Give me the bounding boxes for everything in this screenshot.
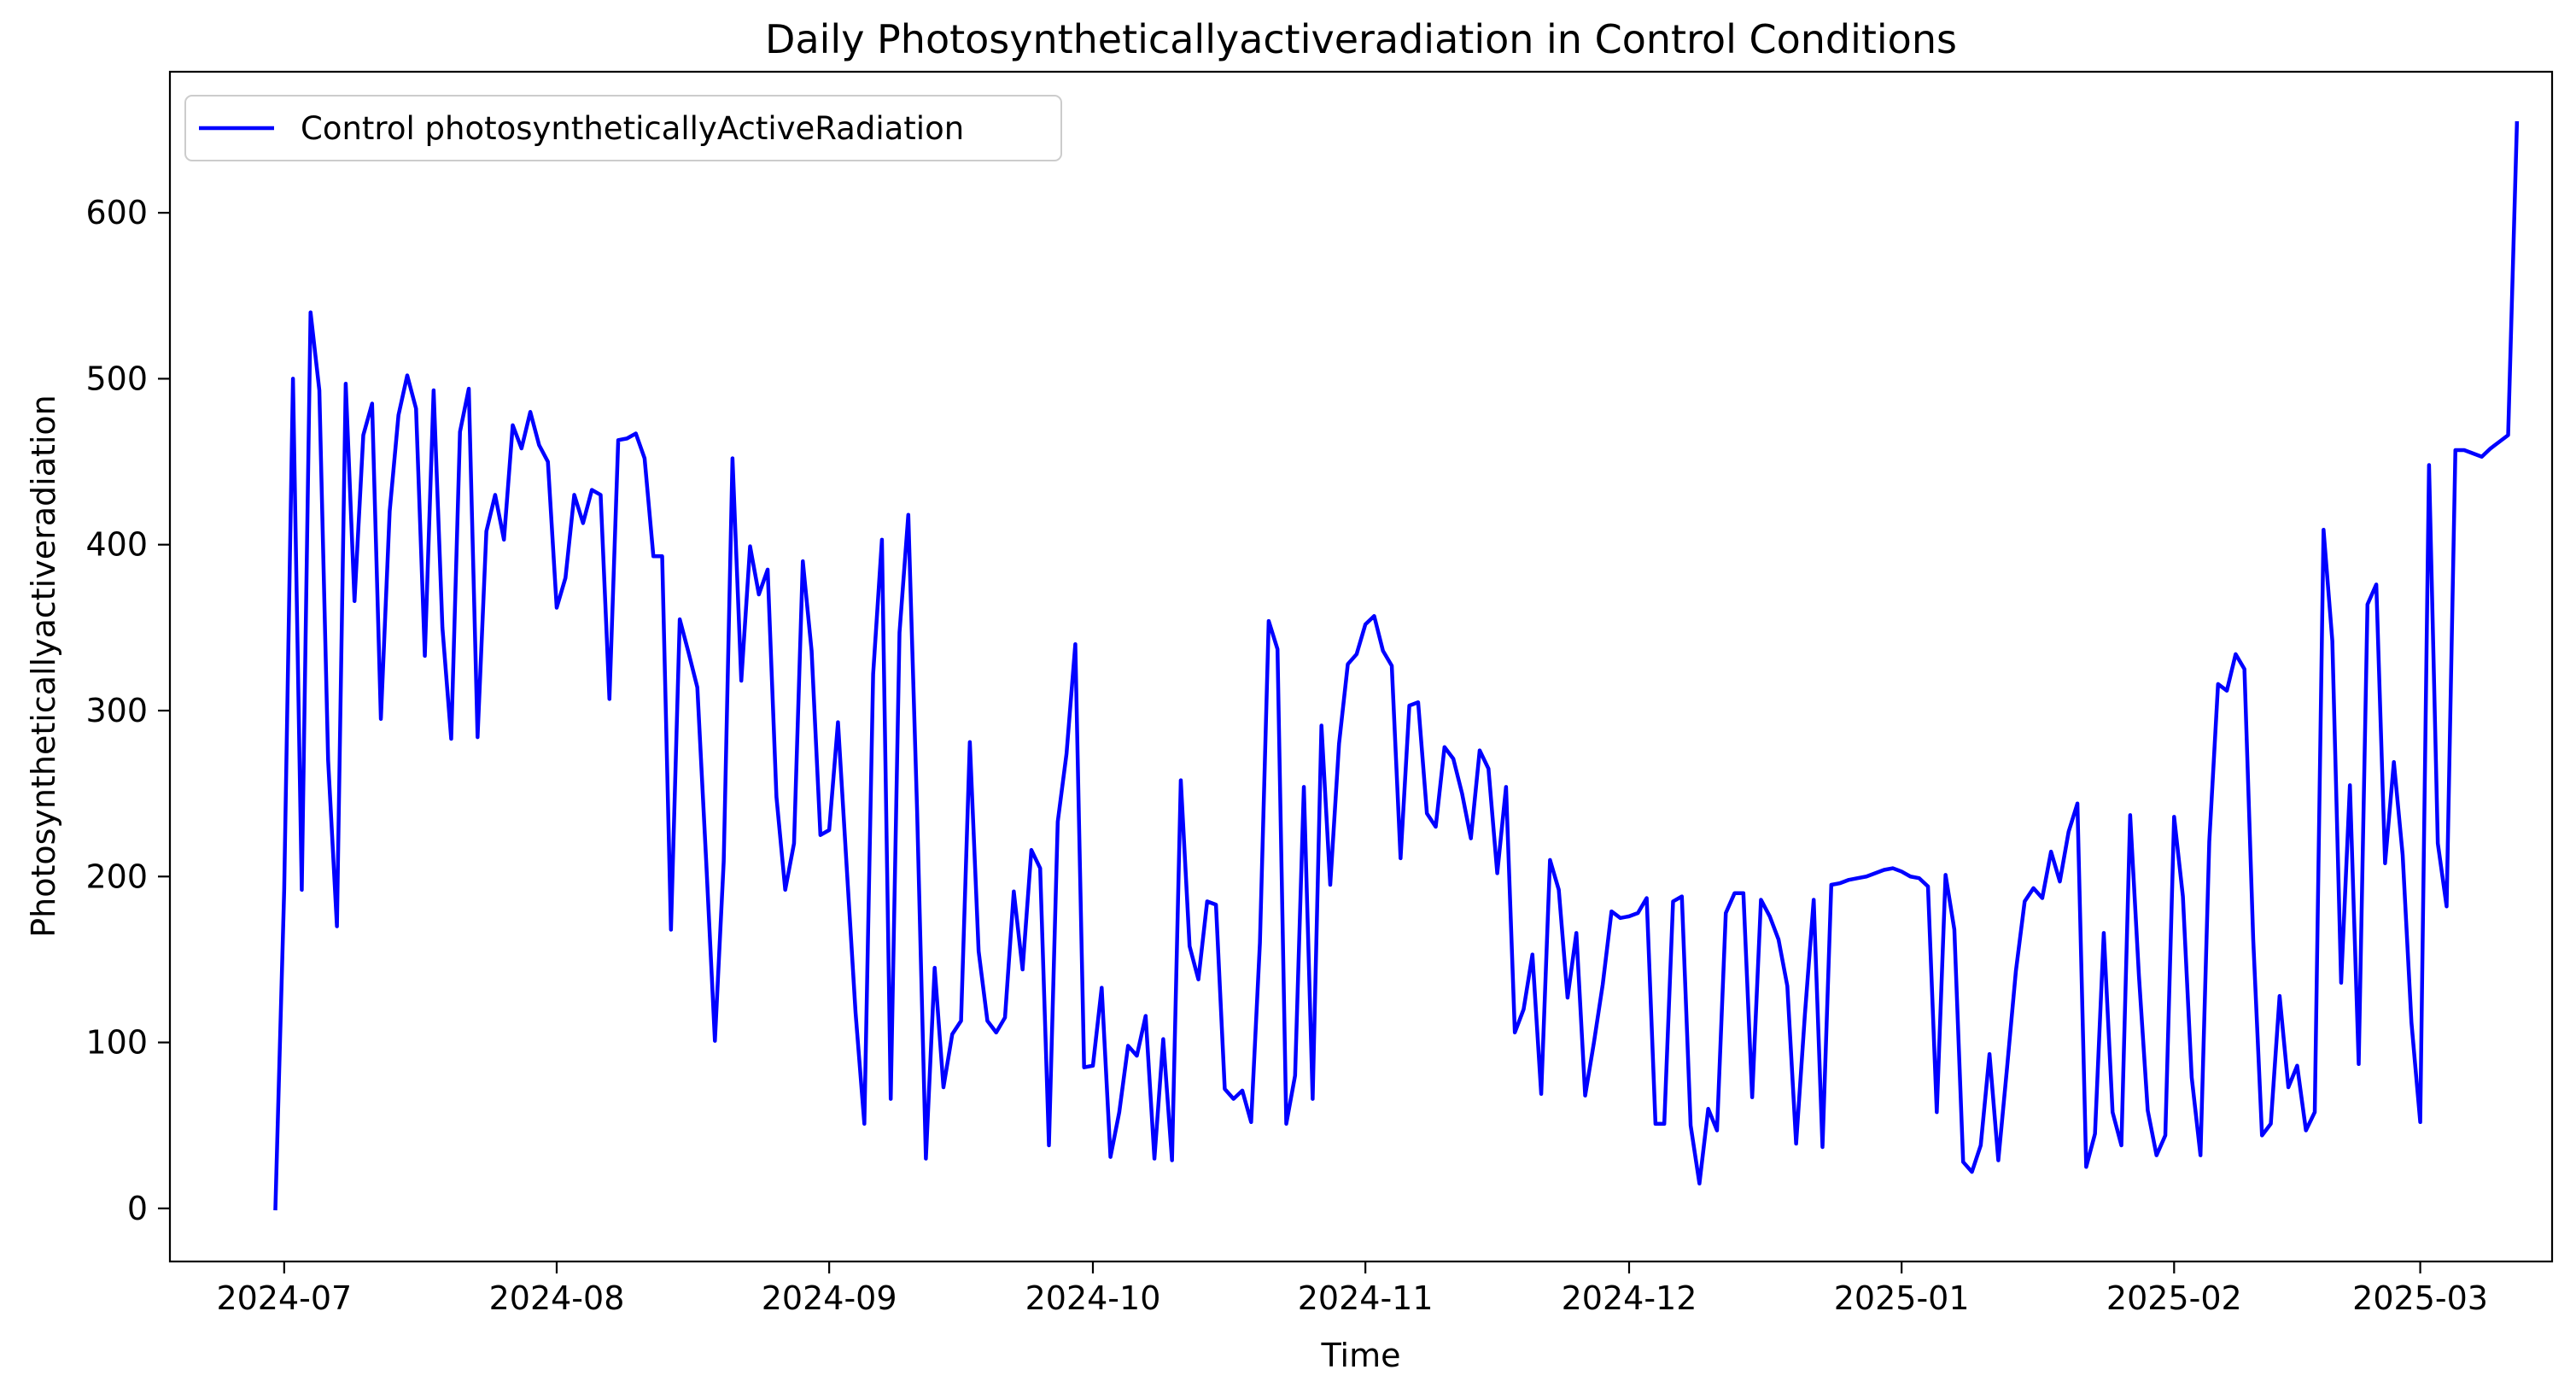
x-tick-label: 2024-09	[762, 1279, 897, 1317]
x-tick-label: 2025-02	[2106, 1279, 2242, 1317]
legend-entry-label: Control photosyntheticallyActiveRadiatio…	[301, 110, 964, 147]
chart-title: Daily Photosyntheticallyactiveradiation …	[765, 16, 1957, 62]
y-axis: 0 100 200 300 400 500 600	[85, 194, 170, 1227]
plot-area: 2024-07 2024-08 2024-09 2024-10 2024-11 2024-…	[85, 70, 2554, 1317]
y-tick-label: 0	[127, 1190, 148, 1227]
y-tick-label: 100	[85, 1024, 148, 1062]
x-axis-label: Time	[1321, 1337, 1401, 1374]
x-axis: 2024-07 2024-08 2024-09 2024-10 2024-11 2024-…	[216, 1261, 2488, 1317]
x-tick-label: 2025-01	[1834, 1279, 1970, 1317]
y-tick-label: 300	[85, 692, 148, 729]
y-tick-label: 400	[85, 526, 148, 564]
y-axis-label: Photosyntheticallyactiveradiation	[25, 395, 62, 938]
plot-frame	[168, 70, 2554, 1263]
x-tick-label: 2025-03	[2352, 1279, 2488, 1317]
x-tick-label: 2024-07	[216, 1279, 352, 1317]
x-tick-label: 2024-11	[1298, 1279, 1434, 1317]
series-line-control-par	[273, 120, 2520, 1211]
x-tick-label: 2024-10	[1025, 1279, 1161, 1317]
legend: Control photosyntheticallyActiveRadiatio…	[184, 95, 1062, 161]
y-tick-label: 600	[85, 194, 148, 231]
x-tick-label: 2024-08	[489, 1279, 625, 1317]
y-tick-label: 500	[85, 360, 148, 397]
y-tick-label: 200	[85, 858, 148, 895]
x-tick-label: 2024-12	[1562, 1279, 1697, 1317]
legend-box	[184, 95, 1062, 161]
